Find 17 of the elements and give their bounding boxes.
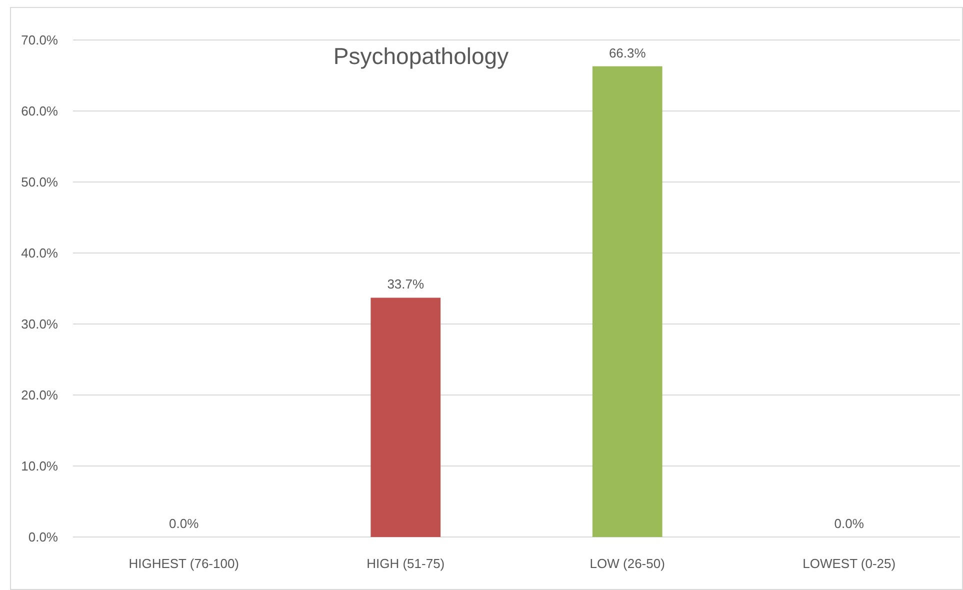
y-tick-label: 30.0%: [21, 316, 58, 332]
chart-title: Psychopathology: [333, 43, 510, 69]
data-label: 0.0%: [834, 516, 864, 531]
data-label: 66.3%: [608, 45, 646, 60]
x-tick-label: LOWEST (0-25): [802, 556, 896, 571]
data-label: 0.0%: [169, 516, 200, 531]
y-tick-label: 40.0%: [21, 246, 58, 261]
x-tick-label: HIGH (51-75): [366, 556, 445, 571]
y-tick-label: 60.0%: [21, 104, 58, 119]
data-label: 33.7%: [387, 276, 424, 292]
x-tick-label: HIGHEST (76-100): [128, 556, 240, 571]
y-tick-label: 70.0%: [21, 32, 58, 48]
y-tick-label: 20.0%: [21, 388, 58, 403]
y-tick-label: 0.0%: [28, 530, 58, 545]
y-tick-label: 50.0%: [21, 174, 58, 190]
y-tick-label: 10.0%: [21, 458, 58, 474]
x-tick-label: LOW (26-50): [590, 556, 665, 571]
